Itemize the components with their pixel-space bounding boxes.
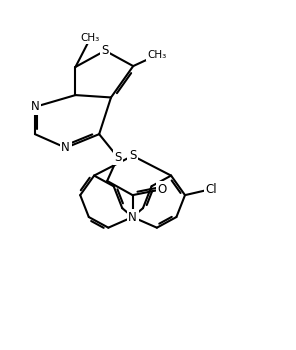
Text: O: O xyxy=(157,183,167,196)
Text: N: N xyxy=(30,100,39,113)
Text: Cl: Cl xyxy=(205,183,217,196)
Text: S: S xyxy=(102,44,109,57)
Text: CH₃: CH₃ xyxy=(81,33,100,43)
Text: S: S xyxy=(114,151,121,164)
Text: S: S xyxy=(129,149,136,162)
Text: CH₃: CH₃ xyxy=(147,50,167,60)
Text: N: N xyxy=(128,211,137,224)
Text: N: N xyxy=(61,141,70,154)
